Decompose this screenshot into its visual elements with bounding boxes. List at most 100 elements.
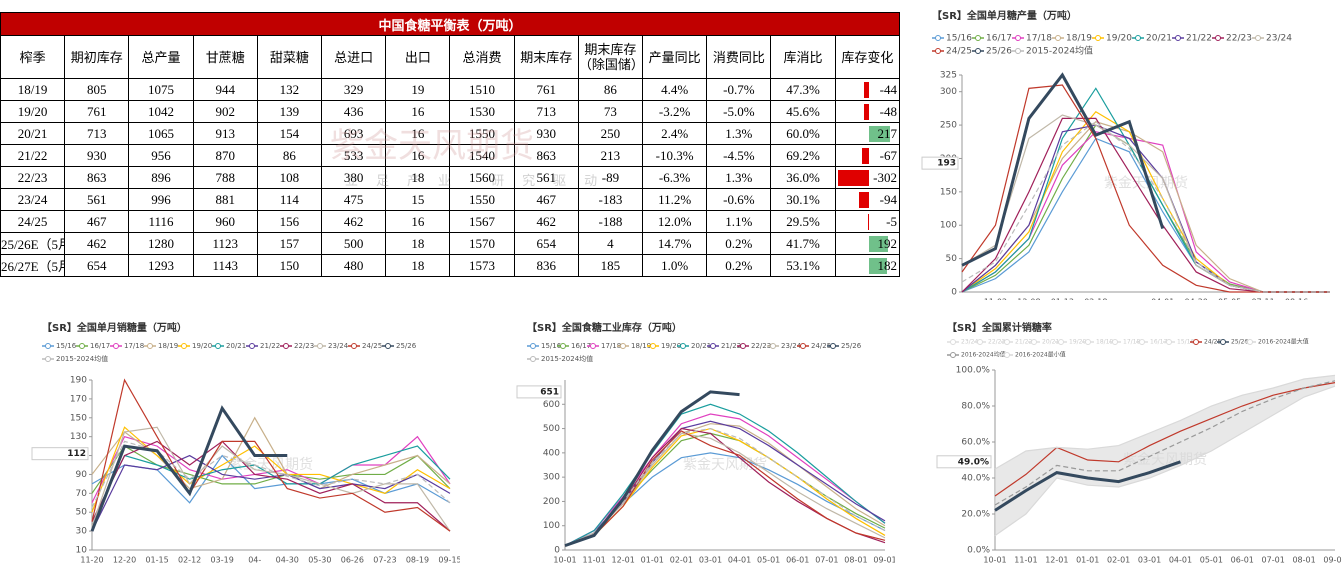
- y-tick-label: 80.0%: [961, 402, 990, 412]
- series-line: [961, 121, 1330, 293]
- inventory-chart: 【SR】全国食糖工业库存（万吨） 15/16 16/17 17/18 18/19 19/2…: [516, 321, 895, 565]
- annotation-box: [31, 447, 89, 461]
- series-line: [91, 440, 451, 532]
- table-cell: 22/23: [0, 166, 66, 189]
- table-cell: 36.0%: [770, 166, 836, 189]
- legend-label: 25/26: [986, 47, 1012, 57]
- table-cell: 0.2%: [706, 232, 772, 255]
- table-cell: -6.3%: [642, 166, 708, 189]
- series-line: [91, 440, 451, 508]
- legend-label: 25/26: [1231, 339, 1248, 346]
- legend-label: 22/23: [988, 339, 1005, 346]
- table-cell: 25/26E（5月）: [0, 232, 66, 255]
- legend-label: 21/22: [1186, 34, 1212, 44]
- table-cell: 761: [513, 78, 579, 101]
- table-cell: 16: [385, 144, 451, 167]
- table-cell: 45.6%: [770, 100, 836, 123]
- table-cell: 30.1%: [770, 188, 836, 211]
- table-cell: 713: [64, 122, 130, 145]
- y-tick-label: 500: [543, 424, 560, 434]
- table-cell: 902: [192, 100, 258, 123]
- table-cell: 16: [385, 122, 451, 145]
- legend-label: 22/23: [294, 342, 314, 350]
- column-header: 甜菜糖: [256, 35, 323, 79]
- table-cell: 863: [64, 166, 130, 189]
- x-tick-label: 01-15: [145, 556, 168, 565]
- legend-label: 25/26: [396, 342, 417, 350]
- legend-marker: [351, 343, 357, 349]
- table-cell: 139: [256, 100, 323, 123]
- legend-marker: [147, 343, 153, 349]
- table-cell: 12.0%: [642, 210, 708, 233]
- legend-marker: [1004, 339, 1010, 345]
- legend-label: 16/17: [571, 342, 591, 350]
- table-cell: 654: [64, 254, 130, 277]
- legend-marker: [1055, 35, 1061, 41]
- legend-label: 20/21: [226, 342, 246, 350]
- cell-text: -302: [873, 169, 897, 185]
- table-cell: 108: [256, 166, 323, 189]
- table-cell: 881: [192, 188, 258, 211]
- y-tick-label: 0: [951, 288, 957, 298]
- table-cell: -89: [577, 166, 644, 189]
- series-line: [994, 385, 1336, 537]
- legend-label: 22/23: [1226, 34, 1252, 44]
- table-cell: 16: [385, 210, 451, 233]
- table-cell: 1550: [449, 122, 515, 145]
- table-cell: 761: [64, 100, 130, 123]
- table-cell: 18/19: [0, 78, 66, 101]
- x-tick-label: 10-01: [983, 556, 1006, 565]
- x-tick-label: 11-02: [984, 298, 1007, 301]
- table-row: 24/25 467 1116 960 156 462 16 1567 462 -188 12.0% 1…: [0, 210, 901, 233]
- table-cell: 21/22: [0, 144, 66, 167]
- table-cell: 462: [64, 232, 130, 255]
- legend-marker: [249, 343, 255, 349]
- table-cell: -4.5%: [706, 144, 772, 167]
- table-cell: 1570: [449, 232, 515, 255]
- x-tick-label: 07-01: [1262, 556, 1285, 565]
- stock-change-bar: [868, 214, 869, 230]
- legend-label: 18/19: [631, 342, 651, 350]
- x-tick-label: 09-15: [438, 556, 460, 565]
- table-cell: 533: [321, 144, 387, 167]
- x-tick-label: 05-05: [1218, 298, 1241, 301]
- legend-marker: [1175, 35, 1181, 41]
- x-tick-label: 06-01: [1231, 556, 1254, 565]
- table-cell: 18: [385, 232, 451, 255]
- column-header: 期末库存: [513, 35, 579, 79]
- table-row: 25/26E（5月）46212801123157500181570654414.…: [0, 232, 901, 255]
- legend-label: 2016-2024最小值: [1015, 351, 1066, 359]
- legend-label: 18/19: [1096, 339, 1113, 346]
- series-line: [994, 382, 1336, 497]
- table-cell: 15: [385, 188, 451, 211]
- cell-text: -5: [886, 213, 897, 229]
- table-cell: 1530: [449, 100, 515, 123]
- legend-label: 17/18: [124, 342, 144, 350]
- table-cell: 1.0%: [642, 254, 708, 277]
- stock-change-cell: -302: [834, 166, 901, 189]
- series-line: [91, 445, 451, 522]
- x-tick-label: 01-13: [1051, 298, 1074, 301]
- table-cell: 150: [256, 254, 323, 277]
- x-tick-label: 11-01: [1014, 556, 1037, 565]
- legend-label: 23/24: [961, 339, 978, 346]
- table-cell: 23/24: [0, 188, 66, 211]
- x-tick-label: 06-01: [786, 556, 809, 565]
- legend-marker: [1215, 35, 1221, 41]
- table-cell: 11.2%: [642, 188, 708, 211]
- legend-marker: [530, 356, 536, 362]
- x-tick-label: 05-30: [308, 556, 331, 565]
- stock-change-cell: -44: [834, 78, 901, 101]
- series-line: [994, 374, 1336, 470]
- legend-label: 18/19: [1066, 34, 1092, 44]
- series-line: [994, 380, 1336, 506]
- legend-label: 15/16: [946, 34, 972, 44]
- legend-marker: [1139, 339, 1145, 345]
- legend-label: 17/18: [1026, 34, 1052, 44]
- annotation-box: [921, 156, 959, 170]
- stock-change-bar: [868, 258, 887, 274]
- y-tick-label: 170: [70, 394, 87, 404]
- chart-title: 【SR】全国单月糖产量（万吨）: [932, 9, 1077, 22]
- y-tick-label: 600: [543, 400, 560, 410]
